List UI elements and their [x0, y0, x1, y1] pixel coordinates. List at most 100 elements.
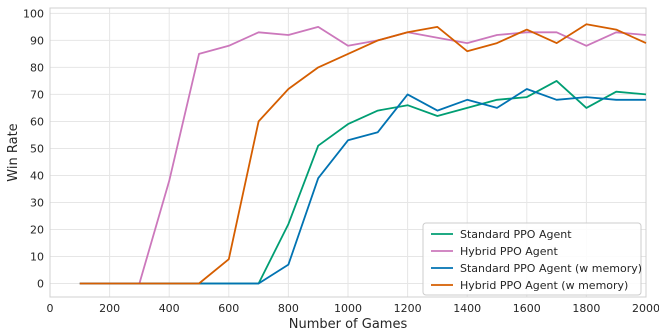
series-path [79, 23, 647, 285]
y-axis-label: Win Rate [6, 123, 21, 181]
y-tick-labels: 0 10 20 30 40 50 60 70 80 90 100 [23, 7, 44, 290]
data-point [615, 28, 617, 30]
data-point [526, 88, 528, 90]
data-point [138, 282, 140, 284]
data-point [466, 99, 468, 101]
data-point [466, 107, 468, 109]
y-tick-label: 10 [30, 250, 44, 263]
data-point [168, 180, 170, 182]
data-point [108, 282, 110, 284]
data-point [496, 42, 498, 44]
x-tick-label: 0 [47, 302, 54, 315]
data-point [198, 53, 200, 55]
y-tick-label: 0 [37, 277, 44, 290]
x-axis-label: Number of Games [289, 317, 408, 331]
data-point [317, 66, 319, 68]
series-layer [79, 23, 647, 285]
data-point [257, 31, 259, 33]
data-point [287, 34, 289, 36]
data-point [615, 99, 617, 101]
data-point [347, 123, 349, 125]
data-point [615, 31, 617, 33]
data-point [526, 31, 528, 33]
data-point [228, 45, 230, 47]
data-point [585, 45, 587, 47]
y-tick-label: 90 [30, 34, 44, 47]
y-tick-label: 70 [30, 88, 44, 101]
legend-label: Standard PPO Agent (w memory) [460, 262, 642, 275]
data-point [198, 282, 200, 284]
data-point [347, 45, 349, 47]
y-tick-label: 50 [30, 142, 44, 155]
data-point [436, 115, 438, 117]
data-point [436, 109, 438, 111]
data-point [585, 107, 587, 109]
data-point [645, 34, 647, 36]
data-point [555, 80, 557, 82]
data-point [526, 96, 528, 98]
data-point [466, 42, 468, 44]
y-tick-label: 100 [23, 7, 44, 20]
y-tick-label: 40 [30, 169, 44, 182]
data-point [317, 145, 319, 147]
series-line [79, 25, 647, 285]
legend-item: Standard PPO Agent (w memory) [431, 262, 642, 275]
y-tick-label: 80 [30, 61, 44, 74]
data-point [257, 120, 259, 122]
data-point [317, 26, 319, 28]
legend-label: Standard PPO Agent [460, 228, 572, 241]
data-point [347, 53, 349, 55]
x-tick-label: 1800 [572, 302, 600, 315]
data-point [645, 99, 647, 101]
data-point [257, 282, 259, 284]
data-point [406, 104, 408, 106]
data-point [436, 26, 438, 28]
data-point [168, 282, 170, 284]
data-point [287, 88, 289, 90]
data-point [496, 107, 498, 109]
data-point [555, 99, 557, 101]
plot-frame [49, 7, 647, 298]
data-point [228, 258, 230, 260]
data-point [496, 34, 498, 36]
x-tick-label: 2000 [632, 302, 659, 315]
data-point [615, 91, 617, 93]
x-tick-labels: 0 200 400 600 800 1000 1200 1400 1600 1800 2000 [47, 302, 659, 315]
data-point [466, 50, 468, 52]
legend-label: Hybrid PPO Agent [460, 245, 558, 258]
x-tick-label: 800 [278, 302, 299, 315]
data-point [228, 282, 230, 284]
y-tick-label: 20 [30, 223, 44, 236]
y-tick-label: 60 [30, 115, 44, 128]
data-point [406, 93, 408, 95]
x-tick-label: 200 [99, 302, 120, 315]
x-tick-label: 600 [218, 302, 239, 315]
legend-label: Hybrid PPO Agent (w memory) [460, 279, 628, 292]
data-point [585, 96, 587, 98]
x-tick-label: 1400 [453, 302, 481, 315]
series-path [79, 25, 647, 285]
data-point [645, 42, 647, 44]
data-point [377, 39, 379, 41]
data-point [287, 223, 289, 225]
y-tick-label: 30 [30, 196, 44, 209]
data-point [377, 131, 379, 133]
data-point [406, 31, 408, 33]
legend-item: Hybrid PPO Agent (w memory) [431, 279, 628, 292]
data-point [79, 282, 81, 284]
data-point [287, 263, 289, 265]
data-point [645, 93, 647, 95]
legend-box [422, 222, 642, 296]
x-tick-label: 400 [159, 302, 180, 315]
data-point [555, 42, 557, 44]
plot-border [49, 7, 647, 298]
data-point [317, 177, 319, 179]
x-tick-label: 1200 [394, 302, 422, 315]
data-point [347, 139, 349, 141]
data-point [585, 23, 587, 25]
legend: Standard PPO Agent Hybrid PPO Agent Standa… [422, 222, 642, 296]
legend-item: Standard PPO Agent [431, 228, 572, 241]
data-point [555, 31, 557, 33]
data-point [526, 28, 528, 30]
legend-item: Hybrid PPO Agent [431, 245, 558, 258]
